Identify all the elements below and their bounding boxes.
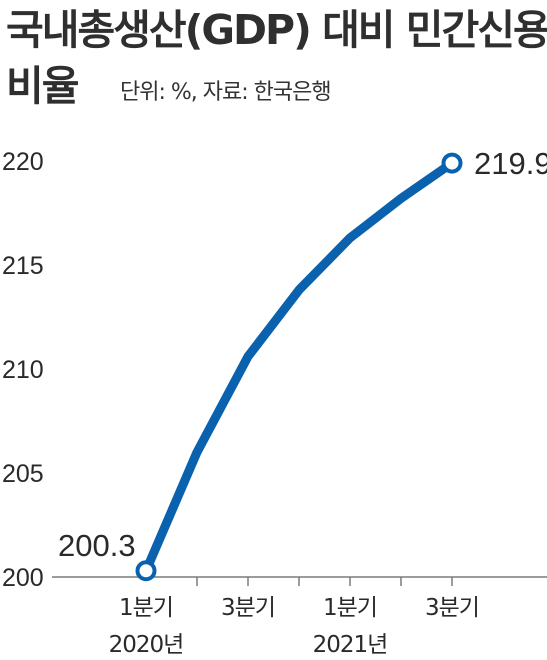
data-point-marker bbox=[135, 560, 157, 582]
y-tick-label: 210 bbox=[2, 356, 44, 384]
y-tick-label: 205 bbox=[2, 460, 44, 488]
x-tick-label: 3분기 bbox=[221, 595, 275, 621]
y-tick-label: 215 bbox=[2, 252, 44, 280]
data-label-first: 200.3 bbox=[58, 528, 136, 563]
chart-subtitle: 단위: %, 자료: 한국은행 bbox=[120, 80, 332, 105]
x-tick-label: 1분기 bbox=[119, 595, 173, 621]
chart-title: 국내총생산(GDP) 대비 민간신용 bbox=[6, 6, 547, 54]
x-year-label: 2021년 bbox=[313, 632, 388, 658]
y-tick-label: 200 bbox=[2, 564, 44, 592]
chart-title-line2: 비율 bbox=[6, 62, 79, 110]
x-tick-label: 3분기 bbox=[425, 595, 479, 621]
data-point-marker bbox=[441, 152, 463, 174]
data-label-last: 219.9 bbox=[474, 146, 547, 181]
y-tick-label: 220 bbox=[2, 148, 44, 176]
x-tick-label: 1분기 bbox=[323, 595, 377, 621]
x-year-label: 2020년 bbox=[109, 632, 184, 658]
series-line bbox=[141, 158, 457, 576]
